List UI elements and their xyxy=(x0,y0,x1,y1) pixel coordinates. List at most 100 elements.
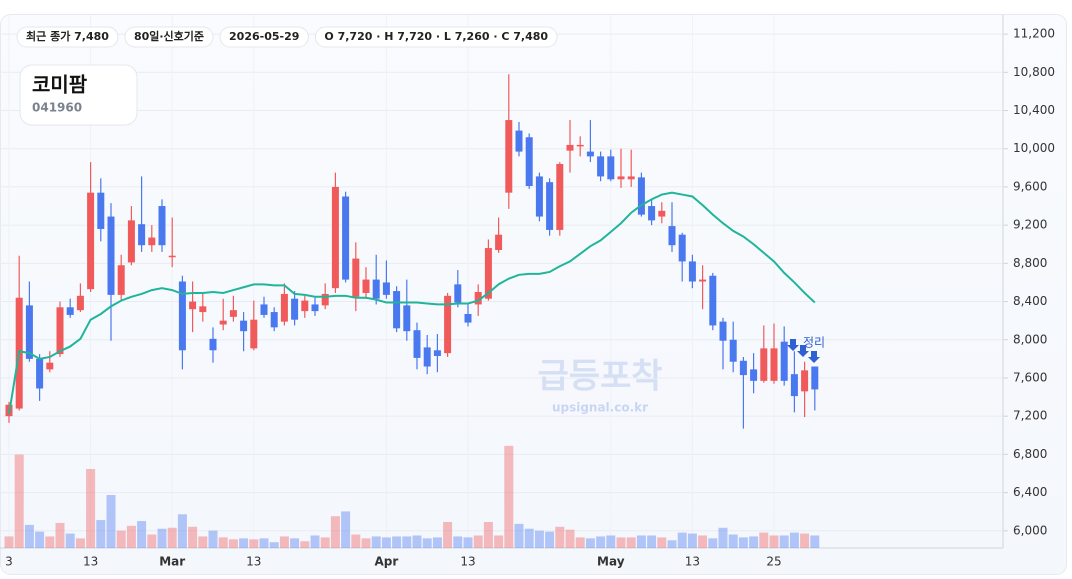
candle-body xyxy=(25,305,33,359)
candle-body xyxy=(168,255,176,258)
volume-bar xyxy=(116,530,126,548)
volume-bar xyxy=(504,445,514,548)
candle-body xyxy=(648,206,656,221)
y-tick-label: 7,600 xyxy=(1013,370,1047,384)
candle-body xyxy=(321,293,329,306)
volume-bar xyxy=(4,536,14,548)
volume-bar xyxy=(800,533,810,548)
candle-body xyxy=(729,339,737,362)
x-tick-label: 25 xyxy=(766,555,781,569)
chart-title: 코미팜 xyxy=(32,73,88,97)
candle-body xyxy=(46,362,54,370)
volume-bar xyxy=(96,520,106,548)
candle-body xyxy=(495,234,503,250)
y-tick-label: 10,800 xyxy=(1013,65,1055,79)
volume-bar xyxy=(443,521,453,548)
volume-bar xyxy=(300,541,310,548)
volume-bar xyxy=(310,535,320,548)
chip-label: O 7,720 · H 7,720 · L 7,260 · C 7,480 xyxy=(324,30,548,43)
volume-bar xyxy=(24,524,34,548)
volume-bar xyxy=(555,526,565,548)
volume-bar xyxy=(35,531,45,548)
volume-bar xyxy=(585,538,595,548)
candle-body xyxy=(484,248,492,299)
volume-bar xyxy=(402,536,412,548)
volume-bar xyxy=(728,534,738,548)
candle-body xyxy=(87,192,95,290)
candle-body xyxy=(352,258,360,297)
volume-bar xyxy=(545,531,555,548)
volume-bar xyxy=(810,535,820,548)
candle-body xyxy=(556,164,564,230)
candle-body xyxy=(280,293,288,322)
volume-bar xyxy=(208,530,218,548)
candle-body xyxy=(535,176,543,217)
candle-body xyxy=(637,177,645,215)
candle-body xyxy=(97,192,105,229)
volume-bar xyxy=(779,535,789,548)
candle-body xyxy=(546,182,554,230)
volume-bar xyxy=(320,537,330,548)
watermark-url: upsignal.co.kr xyxy=(552,401,648,415)
annotation: 정리 xyxy=(803,336,825,350)
candle-body xyxy=(138,224,146,246)
candle-body xyxy=(474,292,482,305)
chip: 2026-05-29 xyxy=(219,26,309,48)
volume-bar xyxy=(177,514,187,548)
volume-bar xyxy=(14,454,24,548)
title-card xyxy=(19,64,138,126)
volume-bar xyxy=(65,533,75,548)
signal-arrows xyxy=(787,339,820,363)
volume-bar xyxy=(106,495,116,548)
candle-body xyxy=(270,312,278,328)
candle-body xyxy=(790,374,798,397)
candle-body xyxy=(229,310,237,317)
candle-body xyxy=(311,304,319,312)
stock-code: 041960 xyxy=(32,101,82,115)
chip-box xyxy=(16,26,119,48)
volume-bar xyxy=(463,537,473,548)
volume-bar xyxy=(198,536,208,548)
candle-body xyxy=(617,176,625,180)
volume-bar xyxy=(483,521,493,548)
volume-bar xyxy=(422,538,432,548)
candle-body xyxy=(658,210,666,217)
y-tick-label: 9,600 xyxy=(1013,179,1047,193)
x-tick-label: 3 xyxy=(5,555,13,569)
volume-bar xyxy=(371,536,381,548)
y-tick-label: 7,200 xyxy=(1013,409,1047,423)
volume-bar xyxy=(769,535,779,548)
candle-body xyxy=(668,226,676,246)
arrow xyxy=(808,351,820,363)
volume-bar xyxy=(626,537,636,548)
volume-bar xyxy=(239,538,249,548)
candle-body xyxy=(760,348,768,381)
chip-label: 최근 종가 7,480 xyxy=(26,29,109,43)
volume-bar xyxy=(55,522,65,548)
chip: 최근 종가 7,480 xyxy=(16,26,119,48)
volume-bar xyxy=(269,542,279,548)
candle-body xyxy=(709,275,717,326)
volume-bar xyxy=(749,536,759,548)
volume-bar xyxy=(45,536,55,548)
candle-body xyxy=(505,120,513,193)
volume-bar xyxy=(759,532,769,548)
candle-body xyxy=(770,348,778,381)
arrow xyxy=(797,345,809,357)
candle-body xyxy=(750,369,758,381)
candle-body xyxy=(678,234,686,262)
candle-body xyxy=(566,144,574,151)
candle-body xyxy=(148,237,156,246)
volume-bar xyxy=(167,527,177,548)
y-tick-label: 9,200 xyxy=(1013,218,1047,232)
volume-bar xyxy=(341,511,351,548)
volume-bar xyxy=(86,468,96,548)
volume-bar xyxy=(616,537,626,548)
y-tick-label: 8,000 xyxy=(1013,332,1047,346)
volume-bar xyxy=(290,538,300,548)
volume-bar xyxy=(412,535,422,548)
volume-bar xyxy=(687,533,697,548)
volume-bar xyxy=(708,538,718,548)
candle-body xyxy=(158,206,166,246)
